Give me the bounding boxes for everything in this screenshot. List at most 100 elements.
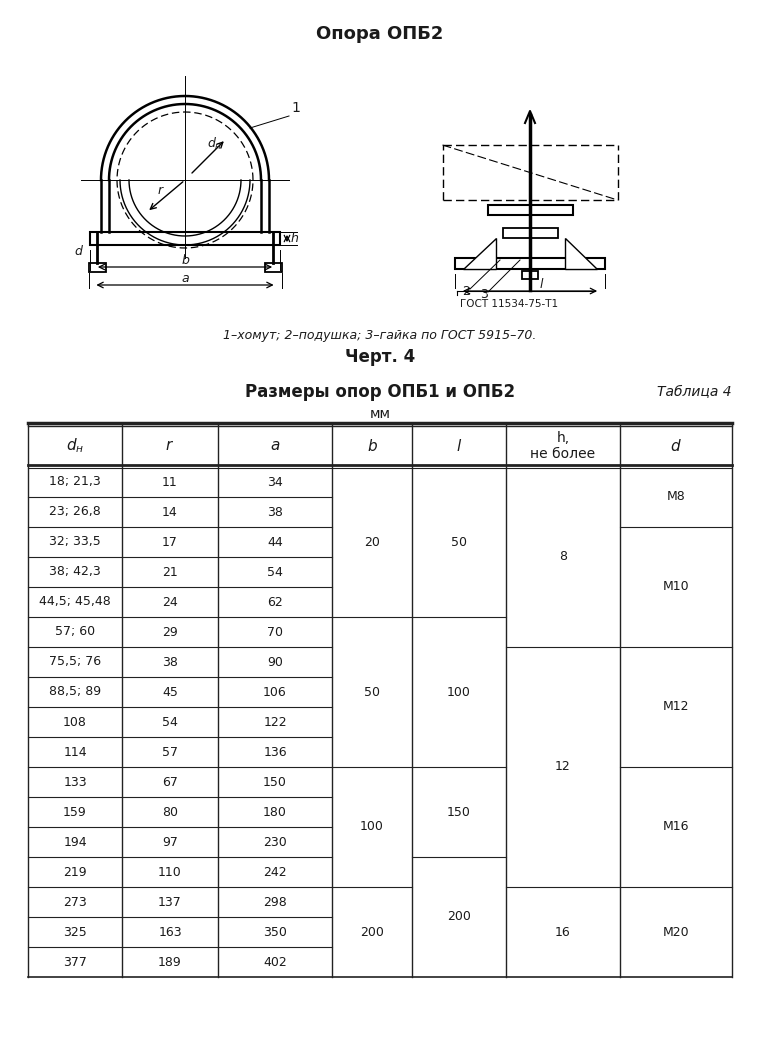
- Text: 377: 377: [63, 955, 87, 969]
- Text: 325: 325: [63, 926, 87, 938]
- Text: h: h: [291, 232, 299, 245]
- Text: 50: 50: [451, 536, 467, 549]
- Text: 133: 133: [63, 775, 87, 789]
- Text: 106: 106: [263, 685, 287, 699]
- Text: $r$: $r$: [157, 184, 165, 197]
- Text: 2: 2: [462, 285, 470, 298]
- Text: d: d: [74, 245, 82, 258]
- Text: 122: 122: [263, 716, 287, 729]
- Text: 21: 21: [162, 566, 178, 578]
- Bar: [88, 263, 106, 272]
- Text: 34: 34: [267, 475, 283, 488]
- Text: 136: 136: [263, 746, 287, 758]
- Bar: [455, 258, 605, 269]
- Text: 38; 42,3: 38; 42,3: [49, 566, 101, 578]
- Text: М12: М12: [663, 700, 689, 714]
- Text: 16: 16: [555, 926, 571, 938]
- Text: 44,5; 45,48: 44,5; 45,48: [39, 595, 111, 609]
- Polygon shape: [463, 238, 496, 269]
- Polygon shape: [565, 238, 597, 269]
- Text: h,: h,: [556, 431, 569, 445]
- Text: 242: 242: [263, 865, 287, 879]
- Text: 12: 12: [555, 760, 571, 773]
- Text: l: l: [540, 279, 543, 291]
- Text: не более: не более: [530, 447, 596, 461]
- Text: Размеры опор ОПБ1 и ОПБ2: Размеры опор ОПБ1 и ОПБ2: [245, 383, 515, 401]
- Bar: [487, 205, 572, 215]
- Text: $a$: $a$: [270, 438, 280, 453]
- Text: $l$: $l$: [456, 438, 462, 454]
- Text: 159: 159: [63, 806, 87, 819]
- Bar: [522, 271, 538, 279]
- Text: a: a: [181, 272, 188, 285]
- Text: 88,5; 89: 88,5; 89: [49, 685, 101, 699]
- Text: 57; 60: 57; 60: [55, 626, 95, 639]
- Text: Черт. 4: Черт. 4: [345, 348, 415, 366]
- Text: 32; 33,5: 32; 33,5: [49, 536, 101, 549]
- Text: 20: 20: [364, 536, 380, 549]
- Text: М16: М16: [663, 821, 689, 833]
- Text: 75,5; 76: 75,5; 76: [49, 656, 101, 668]
- Text: 108: 108: [63, 716, 87, 729]
- Text: 90: 90: [267, 656, 283, 668]
- Text: 70: 70: [267, 626, 283, 639]
- Text: 194: 194: [63, 836, 87, 848]
- Text: 57: 57: [162, 746, 178, 758]
- Text: 189: 189: [158, 955, 182, 969]
- Text: 273: 273: [63, 896, 87, 909]
- Text: М10: М10: [663, 580, 689, 593]
- Text: 14: 14: [162, 505, 178, 519]
- Text: Таблица 4: Таблица 4: [657, 385, 732, 399]
- Text: мм: мм: [369, 407, 391, 421]
- Text: 97: 97: [162, 836, 178, 848]
- Text: $d$: $d$: [670, 438, 682, 454]
- Text: М20: М20: [663, 926, 689, 938]
- Text: 219: 219: [63, 865, 87, 879]
- Text: 50: 50: [364, 685, 380, 699]
- Text: 298: 298: [263, 896, 287, 909]
- Text: $d_{н}$: $d_{н}$: [66, 436, 84, 455]
- Text: b: b: [181, 254, 189, 267]
- Text: 3: 3: [480, 288, 488, 301]
- Text: 163: 163: [158, 926, 182, 938]
- Text: 17: 17: [162, 536, 178, 549]
- Text: Опора ОПБ2: Опора ОПБ2: [316, 25, 444, 43]
- Text: $b$: $b$: [366, 438, 378, 454]
- Text: 38: 38: [162, 656, 178, 668]
- Text: 8: 8: [559, 551, 567, 563]
- Text: 402: 402: [263, 955, 287, 969]
- Text: $r$: $r$: [166, 438, 175, 453]
- Text: 67: 67: [162, 775, 178, 789]
- Text: 100: 100: [360, 821, 384, 833]
- Text: 1: 1: [291, 101, 300, 115]
- Text: 80: 80: [162, 806, 178, 819]
- Text: 110: 110: [158, 865, 182, 879]
- Text: 230: 230: [263, 836, 287, 848]
- Text: ГОСТ 11534-75-Т1: ГОСТ 11534-75-Т1: [460, 299, 558, 309]
- Text: 350: 350: [263, 926, 287, 938]
- Text: 29: 29: [162, 626, 178, 639]
- Text: 54: 54: [267, 566, 283, 578]
- Text: 45: 45: [162, 685, 178, 699]
- Text: 150: 150: [447, 806, 471, 819]
- Text: 24: 24: [162, 595, 178, 609]
- Text: 200: 200: [360, 926, 384, 938]
- Text: $d_{н}$: $d_{н}$: [207, 136, 223, 152]
- Text: 114: 114: [63, 746, 87, 758]
- Text: 150: 150: [263, 775, 287, 789]
- Text: 38: 38: [267, 505, 283, 519]
- Text: 100: 100: [447, 685, 471, 699]
- Text: 180: 180: [263, 806, 287, 819]
- Text: 62: 62: [267, 595, 283, 609]
- Text: М8: М8: [667, 490, 686, 503]
- Text: 18; 21,3: 18; 21,3: [49, 475, 101, 488]
- Text: 11: 11: [162, 475, 178, 488]
- Text: 200: 200: [447, 911, 471, 923]
- Bar: [502, 228, 558, 238]
- Text: 137: 137: [158, 896, 182, 909]
- Text: 23; 26,8: 23; 26,8: [49, 505, 101, 519]
- Bar: [264, 263, 281, 272]
- Text: 54: 54: [162, 716, 178, 729]
- Text: 1–хомут; 2–подушка; 3–гайка по ГОСТ 5915–70.: 1–хомут; 2–подушка; 3–гайка по ГОСТ 5915…: [223, 328, 537, 341]
- Bar: [90, 232, 280, 245]
